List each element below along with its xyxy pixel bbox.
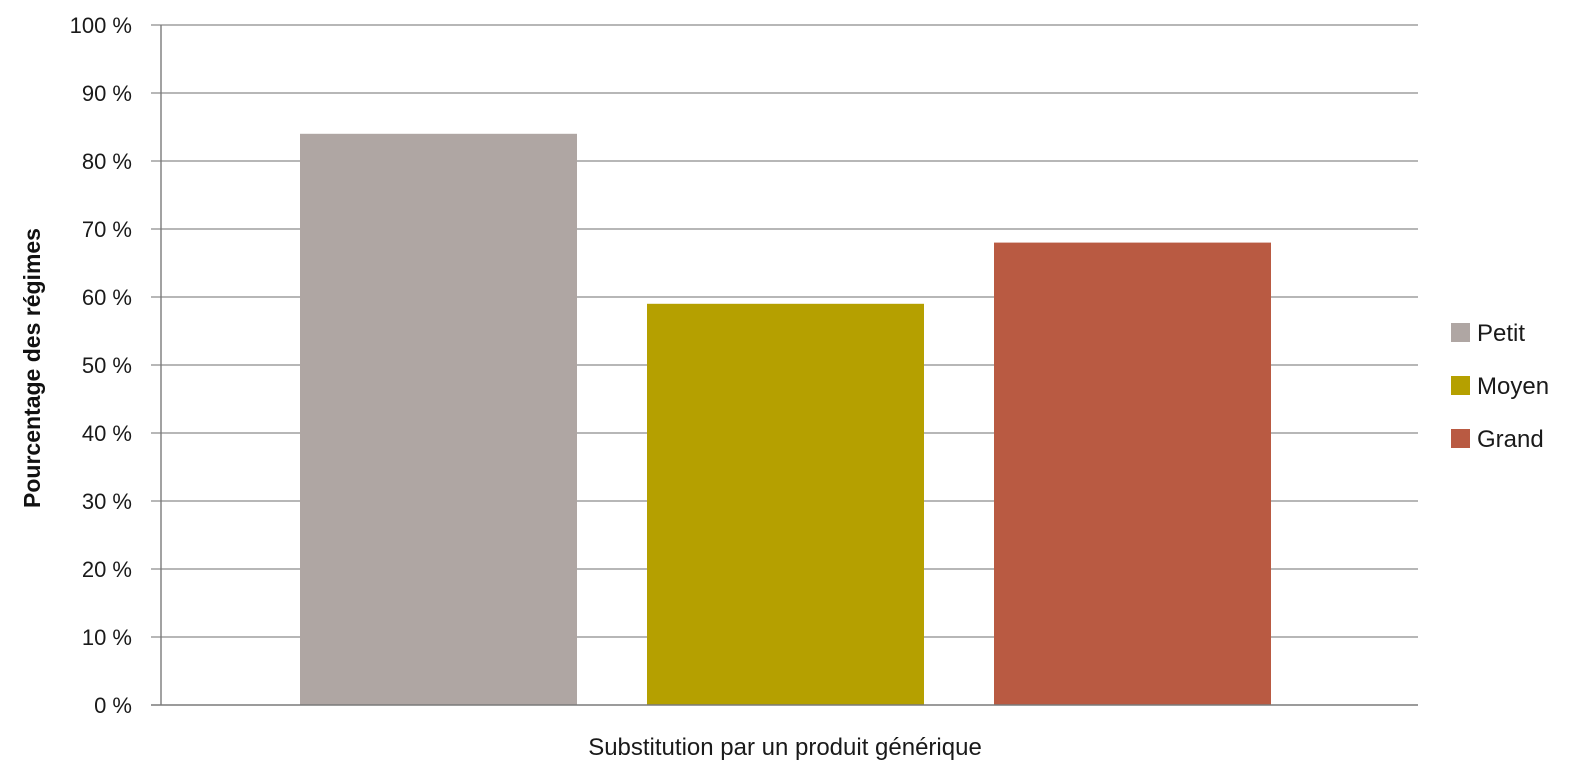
legend-label-moyen: Moyen — [1477, 373, 1549, 400]
y-tick-label: 0 % — [94, 693, 132, 718]
y-tick-label: 60 % — [82, 285, 132, 310]
y-tick-label: 90 % — [82, 81, 132, 106]
legend-swatch-grand — [1451, 429, 1470, 448]
y-tick-labels: 0 % 10 % 20 % 30 % 40 % 50 % 60 % 70 % 80 % 90 % 1… — [70, 13, 132, 718]
axes — [151, 25, 1418, 706]
legend: Petit Moyen Grand — [1451, 320, 1549, 453]
y-tick-label: 30 % — [82, 489, 132, 514]
y-tick-label: 20 % — [82, 557, 132, 582]
bars — [300, 133, 1271, 706]
legend-swatch-moyen — [1451, 376, 1470, 395]
y-tick-label: 10 % — [82, 625, 132, 650]
y-tick-label: 40 % — [82, 421, 132, 446]
y-tick-label: 100 % — [70, 13, 132, 38]
y-tick-label: 80 % — [82, 149, 132, 174]
legend-label-grand: Grand — [1477, 426, 1544, 453]
legend-label-petit: Petit — [1477, 320, 1525, 347]
y-tick-label: 70 % — [82, 217, 132, 242]
bar-grand — [994, 242, 1271, 705]
bar-moyen — [647, 303, 924, 705]
y-axis-label: Pourcentage des régimes — [19, 228, 45, 508]
bar-petit — [300, 133, 577, 706]
legend-swatch-petit — [1451, 323, 1470, 342]
y-tick-label: 50 % — [82, 353, 132, 378]
x-axis-label: Substitution par un produit générique — [588, 734, 982, 761]
